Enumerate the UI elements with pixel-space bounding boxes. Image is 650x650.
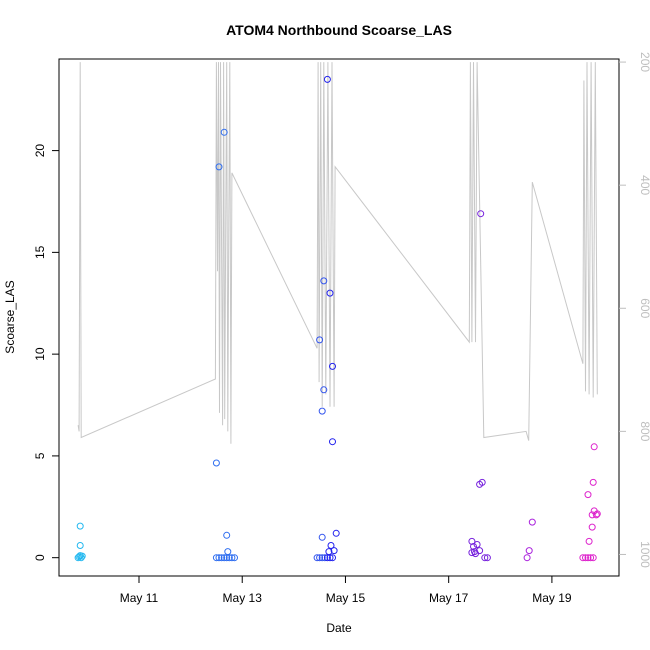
data-point-14 [218,554,226,562]
data-point-49 [477,210,485,218]
data-point-37 [323,554,331,562]
plot-frame [58,58,620,577]
data-point-54 [528,518,536,526]
data-point-25 [326,289,334,297]
right-y-axis: 200 400 600 800 1000 [619,52,650,568]
data-point-56 [582,554,589,562]
data-point-52 [523,554,531,562]
data-point-21 [318,407,326,415]
y-tick-label-3: 15 [33,245,47,259]
data-point-48 [478,478,486,486]
y-tick-label-4: 20 [33,144,47,158]
right-axis-series-line [77,62,598,444]
data-point-8 [215,163,223,171]
data-point-33 [313,554,321,562]
y2-tick-label-0: 200 [638,52,650,72]
data-point-57 [584,554,592,562]
series-line [77,62,598,444]
x-tick-label-0: May 11 [120,591,159,605]
x-tick-label-3: May 17 [429,591,469,605]
data-point-30 [327,542,335,549]
data-point-23 [320,277,328,285]
data-point-26 [329,362,336,370]
data-point-66 [593,510,601,518]
data-point-38 [326,554,334,562]
data-point-17 [225,554,233,562]
y-tick-label-2: 10 [33,347,47,361]
data-point-34 [316,554,324,562]
data-point-53 [525,547,533,555]
data-point-10 [223,531,231,539]
data-point-3 [77,554,85,562]
data-point-51 [483,554,491,562]
data-point-5 [76,542,84,549]
data-point-50 [481,554,489,562]
chart-title: ATOM4 Northbound Scoarse_LAS [226,22,452,38]
data-point-9 [220,128,228,136]
data-point-62 [584,491,592,499]
x-axis: May 11 May 13 May 15 May 17 May 19 [120,576,572,605]
y-axis-label: Scoarse_LAS [3,280,17,353]
y2-tick-label-1: 400 [638,175,650,195]
data-points [74,75,601,562]
data-point-15 [220,554,228,562]
data-point-63 [588,511,596,519]
data-point-35 [318,554,326,562]
y-tick-label-0: 0 [33,554,47,561]
data-point-27 [329,438,336,446]
data-point-58 [587,554,595,562]
data-point-60 [585,537,593,545]
data-point-61 [588,523,596,531]
data-point-45 [476,547,484,555]
data-point-12 [212,554,220,562]
x-axis-label: Date [326,621,352,635]
data-point-55 [579,554,587,562]
data-point-67 [589,478,597,486]
y-axis: 0 5 10 15 20 [33,144,59,561]
data-point-6 [76,522,84,530]
x-tick-label-4: May 19 [532,591,572,605]
data-point-4 [78,552,86,560]
data-point-44 [473,541,481,548]
data-point-19 [231,554,238,562]
data-point-18 [228,554,236,562]
y2-tick-label-2: 600 [638,298,650,318]
x-tick-label-1: May 13 [223,591,263,605]
y-tick-label-1: 5 [33,452,47,459]
data-point-22 [320,386,328,394]
data-point-59 [589,554,597,562]
data-point-0 [74,554,82,562]
data-point-29 [332,529,340,537]
x-tick-label-2: May 15 [326,591,366,605]
data-point-20 [316,336,324,344]
data-point-65 [592,511,600,519]
data-point-13 [215,554,223,562]
data-point-31 [330,547,338,555]
data-point-46 [468,549,476,557]
data-point-68 [590,443,598,451]
data-point-28 [318,533,326,541]
data-point-39 [329,554,336,562]
data-point-36 [321,554,329,562]
data-point-24 [323,75,331,83]
data-point-7 [212,459,220,467]
y2-tick-label-4: 1000 [638,541,650,568]
y2-tick-label-3: 800 [638,421,650,441]
data-point-16 [223,554,231,562]
